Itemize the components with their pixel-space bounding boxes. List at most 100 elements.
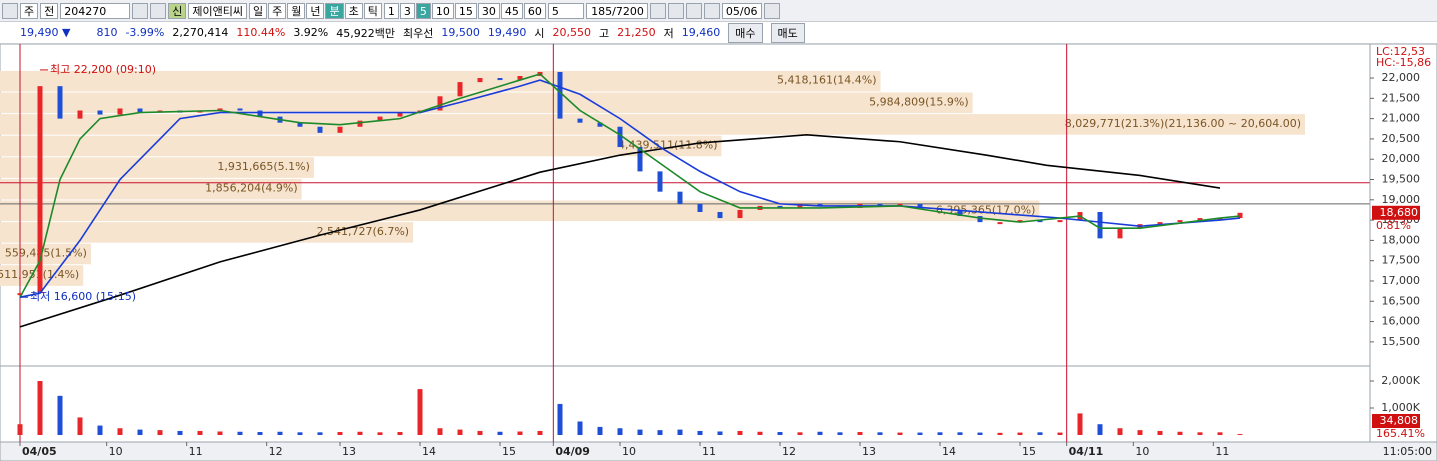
- y-tick-label: 20,000: [1382, 152, 1421, 165]
- icon[interactable]: [703, 2, 720, 19]
- stock-name: 제이앤티씨: [188, 2, 247, 19]
- x-tick-label: 11: [702, 445, 716, 458]
- volume: 2,270,414: [172, 26, 229, 39]
- volume-bar: [457, 429, 463, 435]
- volume-bar: [957, 432, 963, 435]
- y-tick-label: 2,000K: [1381, 374, 1420, 387]
- candle: [57, 86, 63, 119]
- volume-bar: [1057, 432, 1063, 435]
- y-tick-label: 17,500: [1382, 254, 1421, 267]
- interval-button[interactable]: 3: [399, 2, 415, 19]
- volume-bar: [977, 432, 983, 435]
- candle: [517, 76, 523, 81]
- candle: [717, 211, 723, 219]
- candle: [437, 96, 443, 111]
- unit-select[interactable]: 5: [547, 2, 584, 19]
- volume-bar: [657, 430, 663, 435]
- volume-bar: [597, 426, 603, 435]
- volume-bar: [1237, 434, 1243, 435]
- candle: [1057, 220, 1063, 223]
- x-tick-label: 15: [502, 445, 516, 458]
- volume-bar: [37, 381, 43, 435]
- period-button[interactable]: 년: [306, 2, 325, 19]
- period-button[interactable]: 월: [287, 2, 306, 19]
- turnover: 3.92%: [293, 26, 329, 39]
- interval-button[interactable]: 15: [454, 2, 477, 19]
- volume-bar: [857, 432, 863, 435]
- volume-bar: [837, 432, 843, 435]
- candle: [317, 126, 323, 133]
- best-label: 최우선: [403, 26, 434, 40]
- volume-bar: [537, 430, 543, 435]
- interval-button[interactable]: 1: [383, 2, 399, 19]
- annotation: 최고 22,200 (09:10): [50, 63, 156, 76]
- x-tick-label: 04/11: [1069, 445, 1104, 458]
- scope[interactable]: 전: [40, 2, 59, 19]
- candle: [1157, 222, 1163, 225]
- interval-button[interactable]: 30: [477, 2, 500, 19]
- date[interactable]: 05/06: [721, 2, 762, 19]
- period-button[interactable]: 초: [344, 2, 363, 19]
- period-button[interactable]: 주: [268, 2, 287, 19]
- y-tick-label: 1,000K: [1381, 401, 1420, 414]
- open: 20,550: [552, 26, 592, 39]
- volume-bar: [1197, 432, 1203, 435]
- volume-profile-label: 5,984,809(15.9%): [869, 95, 969, 108]
- chart: 5,418,161(14.4%) 5,984,809(15.9%) 8,029,77…: [0, 44, 1437, 461]
- interval-button[interactable]: 60: [523, 2, 546, 19]
- icon[interactable]: [667, 2, 684, 19]
- icon[interactable]: [685, 2, 702, 19]
- code-input[interactable]: 204270: [60, 2, 131, 19]
- candle: [1237, 212, 1243, 219]
- period-button[interactable]: 틱: [363, 2, 382, 19]
- volume-bar: [117, 428, 123, 435]
- volume-bar: [877, 432, 883, 435]
- moving-average: [19, 134, 1221, 328]
- info-bar: 19,490 ▼ 810 -3.99% 2,270,414 110.44% 3.…: [0, 22, 1437, 44]
- volume-bar: [197, 430, 203, 435]
- candle: [817, 203, 823, 206]
- volume-bar: [477, 430, 483, 435]
- candle: [737, 209, 743, 219]
- market-select[interactable]: 주: [20, 2, 39, 19]
- volume-bar: [637, 429, 643, 435]
- current-volume-label: 34,808: [1380, 414, 1419, 427]
- volume-bar: [677, 429, 683, 435]
- interval-button[interactable]: 45: [500, 2, 523, 19]
- buy-button[interactable]: 매수: [728, 22, 763, 43]
- candle: [917, 203, 923, 208]
- candle: [137, 108, 143, 113]
- volume-bar: [17, 424, 23, 435]
- calendar[interactable]: [763, 2, 780, 19]
- volume-ratio: 165.41%: [1376, 427, 1425, 440]
- icon[interactable]: [649, 2, 666, 19]
- volume-bar: [817, 431, 823, 435]
- volume-profile-label: 8,029,771(21.3%)(21,136.00 ~ 20,604.00): [1065, 117, 1301, 130]
- y-tick-label: 18,000: [1382, 233, 1421, 246]
- period-button[interactable]: 일: [248, 2, 268, 19]
- candle: [97, 110, 103, 115]
- volume-profile-label: 1,856,204(4.9%): [205, 182, 298, 195]
- sell-button[interactable]: 매도: [770, 22, 805, 43]
- volume-profile-label: 559,485(1.5%): [5, 246, 87, 259]
- period-button[interactable]: 분: [325, 2, 344, 19]
- volume-bar: [1097, 424, 1103, 435]
- volume-bar: [577, 421, 583, 435]
- interval-button[interactable]: 5: [415, 2, 431, 19]
- interval-button[interactable]: 10: [431, 2, 454, 19]
- moving-average: [19, 73, 1241, 298]
- icon[interactable]: [2, 2, 18, 19]
- candle: [1177, 220, 1183, 223]
- search[interactable]: [132, 2, 149, 19]
- candle: [877, 203, 883, 206]
- icon[interactable]: [150, 2, 167, 19]
- y-tick-label: 21,000: [1382, 112, 1421, 125]
- volume-bar: [397, 432, 403, 435]
- x-tick-label: 15: [1022, 445, 1036, 458]
- candle: [17, 293, 23, 296]
- change-pct: -3.99%: [125, 26, 165, 39]
- volume-profile-band: [0, 92, 973, 114]
- candle: [37, 86, 43, 294]
- x-tick-label: 11: [189, 445, 203, 458]
- volume-bar: [997, 432, 1003, 435]
